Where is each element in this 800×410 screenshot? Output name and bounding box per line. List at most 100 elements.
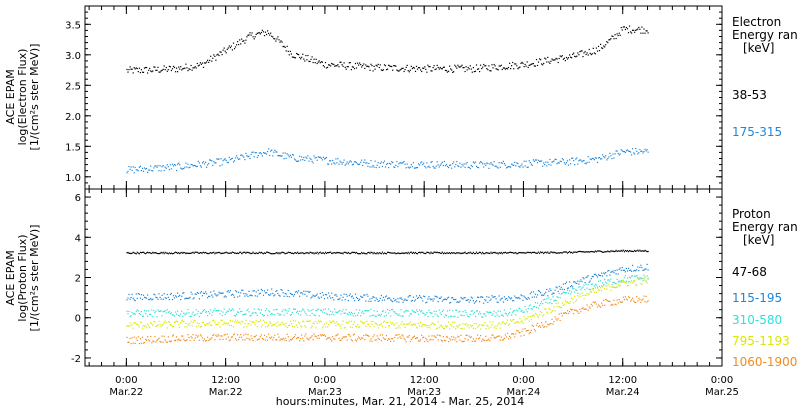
data-point	[443, 66, 445, 68]
data-point	[453, 326, 455, 328]
data-point	[500, 314, 502, 316]
data-point	[470, 326, 472, 328]
data-point	[627, 285, 630, 287]
data-point	[233, 321, 236, 323]
data-point	[288, 325, 290, 327]
data-point	[163, 322, 165, 324]
data-point	[611, 35, 613, 37]
data-point	[468, 166, 470, 169]
data-point	[570, 293, 572, 295]
data-point	[431, 322, 433, 324]
data-point	[433, 324, 435, 326]
data-point	[248, 323, 250, 325]
data-point	[338, 251, 340, 254]
data-point	[286, 312, 288, 314]
data-point	[380, 294, 382, 297]
data-point	[435, 68, 437, 70]
data-point	[499, 339, 501, 341]
data-point	[401, 334, 403, 336]
data-point	[188, 297, 190, 299]
data-point	[200, 252, 202, 254]
data-point	[536, 315, 539, 317]
data-point	[540, 59, 542, 61]
data-point	[301, 292, 303, 294]
data-point	[278, 155, 280, 157]
data-point	[572, 286, 574, 288]
data-point	[227, 252, 229, 254]
data-point	[497, 253, 499, 255]
data-point	[550, 312, 552, 314]
data-point	[282, 337, 284, 339]
data-point	[184, 340, 186, 342]
data-point	[620, 269, 622, 271]
data-point	[455, 163, 457, 166]
data-point	[621, 279, 623, 281]
data-point	[586, 287, 588, 289]
data-point	[581, 287, 583, 289]
data-point	[606, 299, 608, 301]
data-point	[539, 290, 541, 292]
data-point	[579, 286, 581, 288]
data-point	[495, 336, 497, 338]
data-point	[343, 62, 345, 64]
data-point	[165, 252, 167, 254]
data-point	[249, 320, 251, 322]
data-point	[371, 65, 373, 67]
data-point	[532, 63, 534, 65]
data-point	[139, 321, 141, 323]
data-point	[586, 276, 588, 278]
data-point	[282, 292, 284, 294]
data-point	[488, 65, 490, 67]
data-point	[590, 159, 592, 161]
data-point	[253, 308, 255, 310]
data-point	[127, 297, 129, 299]
data-point	[474, 315, 477, 317]
data-point	[440, 68, 442, 70]
data-point	[528, 64, 530, 66]
data-point	[168, 168, 170, 171]
x-tick-date: Mar.23	[308, 387, 342, 398]
data-point	[420, 296, 422, 298]
data-point	[218, 310, 220, 312]
data-point	[320, 321, 322, 323]
data-point	[579, 250, 581, 252]
data-point	[390, 252, 392, 254]
data-point	[411, 252, 413, 254]
data-point	[530, 291, 532, 293]
data-point	[248, 155, 250, 157]
data-point	[383, 64, 386, 66]
data-point	[647, 250, 649, 253]
data-point	[234, 338, 237, 340]
data-point	[340, 161, 342, 163]
data-point	[281, 155, 283, 157]
data-point	[182, 320, 184, 322]
data-point	[551, 310, 553, 312]
data-point	[145, 297, 147, 299]
data-point	[514, 161, 516, 163]
data-point	[459, 252, 461, 254]
y-tick-label: 3.5	[65, 20, 81, 31]
data-point	[592, 276, 594, 278]
data-point	[360, 315, 362, 317]
data-point	[631, 250, 633, 252]
data-point	[567, 164, 570, 166]
data-point	[242, 252, 244, 254]
data-point	[304, 311, 306, 313]
data-point	[537, 290, 540, 292]
data-point	[220, 310, 222, 312]
data-point	[428, 165, 430, 167]
data-point	[380, 340, 382, 342]
data-point	[617, 250, 619, 252]
data-point	[310, 309, 312, 311]
data-point	[464, 323, 466, 325]
data-point	[170, 324, 172, 326]
data-point	[498, 335, 500, 337]
data-point	[130, 343, 132, 345]
data-point	[452, 252, 454, 254]
data-point	[385, 314, 388, 316]
data-point	[207, 297, 209, 299]
data-point	[161, 335, 163, 337]
data-point	[384, 311, 387, 313]
data-point	[150, 70, 152, 72]
data-point	[202, 66, 205, 68]
